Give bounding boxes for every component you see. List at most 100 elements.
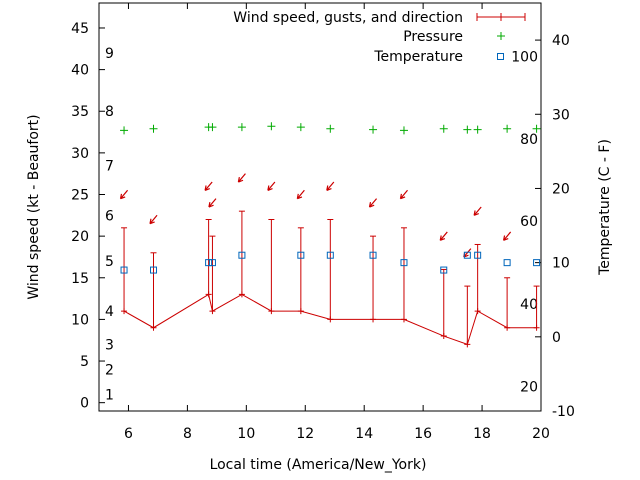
fahrenheit-label: 80 — [520, 132, 538, 148]
fahrenheit-label: 20 — [520, 380, 538, 396]
y-left-tick-label: 0 — [80, 396, 89, 412]
x-tick-label: 18 — [473, 426, 491, 442]
wind-speed-point — [205, 291, 212, 298]
wind-speed-point — [297, 308, 304, 315]
temperature-point — [205, 259, 213, 267]
wind-direction-arrow — [502, 231, 512, 241]
pressure-point — [473, 125, 482, 134]
x-tick-label: 10 — [237, 426, 255, 442]
wind-speed-point — [238, 291, 245, 298]
x-tick-label: 16 — [414, 426, 432, 442]
pressure-point — [296, 123, 305, 132]
wind-speed-point — [121, 308, 128, 315]
x-tick-label: 20 — [532, 426, 550, 442]
fahrenheit-label: 100 — [511, 49, 538, 65]
x-tick-label: 8 — [183, 426, 192, 442]
y-left-tick-label: 5 — [80, 354, 89, 370]
beaufort-label: 4 — [105, 304, 114, 320]
x-tick-label: 14 — [355, 426, 373, 442]
wind-speed-point — [533, 324, 540, 331]
pressure-point — [237, 123, 246, 132]
chart-marks: 6 8 10 12 14 16 18 20051015202530354045-1001020… — [71, 3, 575, 442]
beaufort-label: 5 — [105, 254, 114, 270]
temperature-point — [440, 266, 448, 274]
temperature-point — [326, 251, 334, 259]
pressure-point — [149, 124, 158, 133]
wind-speed-point — [268, 308, 275, 315]
temperature-point — [369, 251, 377, 259]
y-right-tick-label: 40 — [552, 33, 570, 49]
pressure-point — [532, 124, 541, 133]
temperature-point — [400, 259, 408, 267]
beaufort-label: 6 — [105, 208, 114, 224]
wind-direction-arrow — [208, 198, 217, 208]
wind-direction-arrow — [267, 181, 276, 191]
legend-swatch-temperature — [497, 53, 504, 60]
beaufort-label: 9 — [105, 46, 114, 62]
wind-direction-arrow — [368, 198, 378, 208]
y-left-tick-label: 45 — [71, 21, 89, 37]
wind-speed-point — [150, 324, 157, 331]
legend: Wind speed, gusts, and direction Pressur… — [233, 10, 526, 65]
y-left-tick-label: 25 — [71, 188, 89, 204]
wind-direction-arrow — [119, 189, 129, 200]
pressure-point — [208, 123, 217, 132]
wind-direction-arrow — [237, 173, 246, 183]
wind-direction-arrow — [149, 214, 158, 225]
pressure-point — [439, 124, 448, 133]
y-left-tick-label: 35 — [71, 104, 89, 120]
wind-direction-arrow — [399, 189, 408, 200]
wind-direction-arrow — [296, 189, 305, 200]
wind-direction-arrow — [463, 248, 472, 258]
temperature-point — [533, 259, 541, 267]
fahrenheit-label: 40 — [520, 297, 538, 313]
wind-speed-point — [440, 333, 447, 340]
temperature-point — [463, 251, 471, 259]
beaufort-label: 1 — [105, 387, 114, 403]
y-left-tick-label: 40 — [71, 63, 89, 79]
y-right-tick-label: 30 — [552, 107, 570, 123]
y-left-tick-label: 10 — [71, 312, 89, 328]
y-right-tick-label: -10 — [552, 404, 575, 420]
pressure-point — [120, 126, 129, 135]
y-left-tick-label: 15 — [71, 271, 89, 287]
y-axis-label-left: Wind speed (kt - Beaufort) — [26, 114, 42, 299]
wind-speed-point — [209, 308, 216, 315]
legend-label-temperature: Temperature — [373, 49, 463, 65]
legend-label-pressure: Pressure — [403, 29, 463, 45]
temperature-point — [238, 251, 246, 259]
beaufort-label: 7 — [105, 158, 114, 174]
wind-direction-arrow — [439, 231, 448, 241]
y-right-tick-label: 20 — [552, 181, 570, 197]
pressure-point — [326, 124, 335, 133]
x-tick-label: 12 — [296, 426, 314, 442]
y-right-tick-label: 10 — [552, 256, 570, 272]
y-right-tick-label: 0 — [552, 330, 561, 346]
temperature-point — [208, 259, 216, 267]
wind-speed-point — [327, 316, 334, 323]
legend-swatch-pressure — [497, 32, 505, 40]
temperature-point — [297, 251, 305, 259]
temperature-point — [503, 259, 511, 267]
beaufort-label: 3 — [105, 337, 114, 353]
legend-label-wind: Wind speed, gusts, and direction — [233, 10, 463, 26]
temperature-point — [474, 251, 482, 259]
y-left-tick-label: 30 — [71, 146, 89, 162]
fahrenheit-label: 60 — [520, 214, 538, 230]
wind-speed-point — [370, 316, 377, 323]
pressure-point — [369, 125, 378, 134]
pressure-point — [267, 122, 276, 131]
plot-frame — [98, 2, 542, 412]
wind-speed-point — [464, 341, 471, 348]
pressure-point — [399, 126, 408, 135]
x-tick-label: 6 — [124, 426, 133, 442]
pressure-point — [503, 124, 512, 133]
wind-direction-arrow — [326, 181, 335, 191]
wind-speed-point — [504, 324, 511, 331]
wind-speed-point — [474, 308, 481, 315]
wind-direction-arrow — [204, 181, 213, 191]
temperature-point — [150, 266, 158, 274]
y-left-tick-label: 20 — [71, 229, 89, 245]
wind-speed-point — [400, 316, 407, 323]
